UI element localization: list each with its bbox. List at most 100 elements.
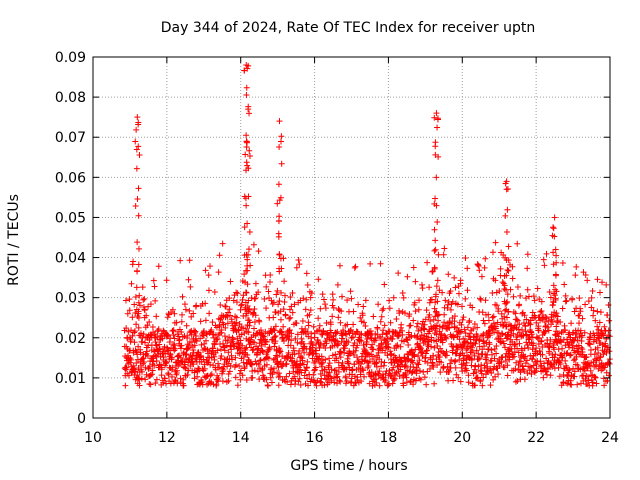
data-point (343, 378, 350, 385)
data-point (529, 346, 536, 353)
data-point (555, 364, 562, 371)
y-tick-label: 0.08 (55, 90, 86, 106)
data-point (414, 320, 421, 327)
data-point (475, 336, 482, 343)
data-point (503, 272, 510, 279)
data-point (379, 307, 386, 314)
data-point (189, 353, 196, 360)
data-point (361, 373, 368, 380)
data-point (267, 271, 274, 278)
data-point (305, 382, 312, 389)
data-point (304, 375, 311, 382)
data-point (412, 308, 419, 315)
data-point (557, 360, 564, 367)
data-point (358, 378, 365, 385)
data-point (237, 376, 244, 383)
data-point (539, 351, 546, 358)
data-point (413, 334, 420, 341)
data-point (549, 363, 556, 370)
data-point (227, 362, 234, 369)
data-point (384, 352, 391, 359)
data-point (476, 355, 483, 362)
data-point (152, 380, 159, 387)
data-point (390, 377, 397, 384)
data-point (283, 360, 290, 367)
data-point (597, 289, 603, 296)
data-point (559, 354, 566, 361)
data-point (376, 368, 383, 375)
data-point (197, 353, 204, 360)
data-point (230, 297, 237, 304)
data-point (585, 377, 592, 384)
data-point (435, 317, 442, 324)
data-point (426, 299, 433, 306)
data-point (198, 352, 205, 359)
data-point (227, 312, 234, 319)
data-point (167, 350, 174, 357)
data-point (374, 325, 381, 332)
data-point (270, 314, 277, 321)
data-point (307, 307, 314, 314)
data-point (370, 313, 377, 320)
data-point (300, 361, 307, 368)
axis-ticks (92, 56, 611, 419)
data-point (281, 292, 288, 299)
data-point (149, 367, 156, 374)
data-point (522, 323, 529, 330)
data-point (606, 348, 613, 355)
data-point (436, 353, 443, 360)
data-point (605, 327, 612, 334)
data-point (444, 363, 451, 370)
data-point (545, 327, 552, 334)
data-point (131, 301, 138, 308)
data-point (284, 378, 291, 385)
data-point (221, 343, 228, 350)
data-point (228, 346, 235, 353)
data-point (241, 67, 248, 74)
data-point (123, 364, 130, 371)
data-point (473, 374, 480, 381)
x-tick-label: 20 (453, 430, 471, 446)
data-point (271, 327, 278, 334)
data-point (570, 337, 577, 344)
data-point (319, 291, 326, 298)
data-point (599, 279, 606, 286)
data-point (194, 373, 201, 380)
data-point (124, 335, 131, 342)
data-point (298, 335, 305, 342)
data-point (527, 317, 534, 324)
data-point (169, 373, 176, 380)
data-point (604, 312, 611, 319)
data-point (428, 343, 435, 350)
data-point (304, 364, 311, 371)
data-point (236, 350, 243, 357)
data-point (549, 232, 556, 239)
data-point (354, 376, 361, 383)
data-point (390, 364, 397, 371)
data-point (302, 326, 309, 333)
data-point (241, 354, 248, 361)
data-point (245, 251, 252, 258)
data-point (243, 376, 250, 383)
data-point (135, 261, 142, 268)
data-point (160, 379, 167, 386)
data-point (427, 297, 434, 304)
data-point (226, 295, 233, 302)
data-point (538, 337, 545, 344)
data-point (522, 353, 529, 360)
data-point (562, 298, 569, 305)
data-point (241, 271, 248, 278)
data-point (566, 331, 573, 338)
data-point (319, 331, 326, 338)
data-point (132, 347, 139, 354)
data-point (134, 114, 141, 121)
data-point (441, 319, 448, 326)
data-point (601, 382, 608, 389)
data-point (381, 336, 388, 343)
data-point (475, 363, 482, 370)
data-point (547, 372, 554, 379)
data-point (218, 346, 225, 353)
data-point (141, 358, 148, 365)
data-point (497, 265, 504, 272)
data-point (275, 181, 282, 188)
